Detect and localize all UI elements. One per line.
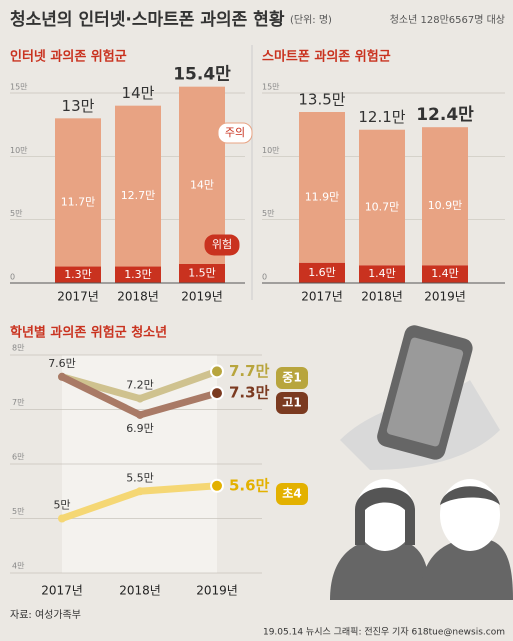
x-tick-label: 2017년 xyxy=(57,290,99,304)
x-tick-label: 2018년 xyxy=(117,290,159,304)
bar-segment xyxy=(55,118,101,267)
legend-badge xyxy=(276,367,308,389)
note: 청소년 128만6567명 대상 xyxy=(390,14,505,26)
y-tick-label: 6만 xyxy=(12,453,25,462)
value-label: 5.5만 xyxy=(126,471,154,484)
value-label: 6.9만 xyxy=(126,422,154,435)
value-label: 10.9만 xyxy=(428,199,463,212)
x-tick-label: 2019년 xyxy=(196,584,238,598)
point xyxy=(136,410,144,419)
legend-label: 초4 xyxy=(282,487,301,501)
chart-title: 인터넷 과의존 위험군 xyxy=(10,49,127,65)
bar-segment xyxy=(55,266,101,283)
x-tick-label: 2019년 xyxy=(181,290,223,304)
bar-segment xyxy=(359,265,405,283)
legend-badge xyxy=(276,483,308,505)
value-label: 12.7만 xyxy=(121,189,156,202)
value-label: 10.7만 xyxy=(365,201,400,214)
bar-segment xyxy=(299,262,345,283)
bar-segment xyxy=(299,112,345,263)
legend-badge xyxy=(276,392,308,414)
total-label: 15.4만 xyxy=(173,65,231,85)
y-tick-label: 4만 xyxy=(12,562,25,571)
illustration xyxy=(330,325,513,600)
y-tick-label: 5만 xyxy=(12,507,25,516)
value-label: 7.2만 xyxy=(126,379,154,392)
bar-segment xyxy=(422,265,468,283)
value-label: 1.4만 xyxy=(431,267,459,280)
y-tick-label: 0 xyxy=(262,273,267,282)
unit: (단위: 명) xyxy=(290,13,332,26)
legend-badge xyxy=(204,234,240,256)
bar-segment xyxy=(359,129,405,266)
x-tick-label: 2018년 xyxy=(119,584,161,598)
y-tick-label: 0 xyxy=(10,273,15,282)
total-label: 12.1만 xyxy=(358,108,405,126)
value-label: 7.3만 xyxy=(229,384,270,402)
value-label: 11.9만 xyxy=(305,190,340,203)
point xyxy=(136,487,144,496)
y-tick-label: 15만 xyxy=(262,83,280,92)
y-tick-label: 10만 xyxy=(10,146,28,155)
legend-label: 주의 xyxy=(225,126,245,139)
x-tick-label: 2017년 xyxy=(301,290,343,304)
y-tick-label: 5만 xyxy=(262,209,275,218)
total-label: 13만 xyxy=(62,97,95,115)
value-label: 11.7만 xyxy=(61,195,96,208)
bar-segment xyxy=(422,127,468,266)
legend-badge xyxy=(217,122,253,144)
y-tick-label: 5만 xyxy=(10,209,23,218)
y-tick-label: 8만 xyxy=(12,344,25,353)
chart-title: 스마트폰 과의존 위험군 xyxy=(262,49,391,65)
x-tick-label: 2018년 xyxy=(361,290,403,304)
point xyxy=(136,394,144,403)
value-label: 7.6만 xyxy=(48,357,76,370)
chart-title: 학년별 과의존 위험군 청소년 xyxy=(10,325,167,341)
legend-label: 중1 xyxy=(282,371,301,385)
x-tick-label: 2019년 xyxy=(424,290,466,304)
y-tick-label: 15만 xyxy=(10,83,28,92)
bar-segment xyxy=(179,86,225,265)
point xyxy=(210,386,224,401)
credit: 19.05.14 뉴시스 그래픽: 전진우 기자 618tue@newsis.c… xyxy=(263,627,505,638)
value-label: 14만 xyxy=(190,178,214,191)
point xyxy=(210,478,224,493)
total-label: 14만 xyxy=(122,84,155,102)
total-label: 12.4만 xyxy=(416,105,474,125)
point xyxy=(210,364,224,379)
value-label: 1.3만 xyxy=(124,268,152,281)
x-tick-label: 2017년 xyxy=(41,584,83,598)
value-label: 5.6만 xyxy=(229,476,270,494)
value-label: 1.3만 xyxy=(64,268,92,281)
total-label: 13.5만 xyxy=(298,91,345,109)
legend-label: 위험 xyxy=(212,238,232,251)
value-label: 1.5만 xyxy=(188,267,216,280)
source: 자료: 여성가족부 xyxy=(10,609,81,621)
bar-segment xyxy=(179,264,225,283)
y-tick-label: 7만 xyxy=(12,398,25,407)
value-label: 7.7만 xyxy=(229,362,270,380)
bar-segment xyxy=(115,105,161,267)
legend-label: 고1 xyxy=(282,396,301,410)
value-label: 1.6만 xyxy=(308,266,336,279)
value-label: 5만 xyxy=(53,499,70,512)
y-tick-label: 10만 xyxy=(262,146,280,155)
value-label: 1.4만 xyxy=(368,267,396,280)
bar-segment xyxy=(115,266,161,283)
point xyxy=(58,372,66,381)
point xyxy=(58,514,66,523)
title: 청소년의 인터넷·스마트폰 과의존 현황 xyxy=(10,9,285,30)
